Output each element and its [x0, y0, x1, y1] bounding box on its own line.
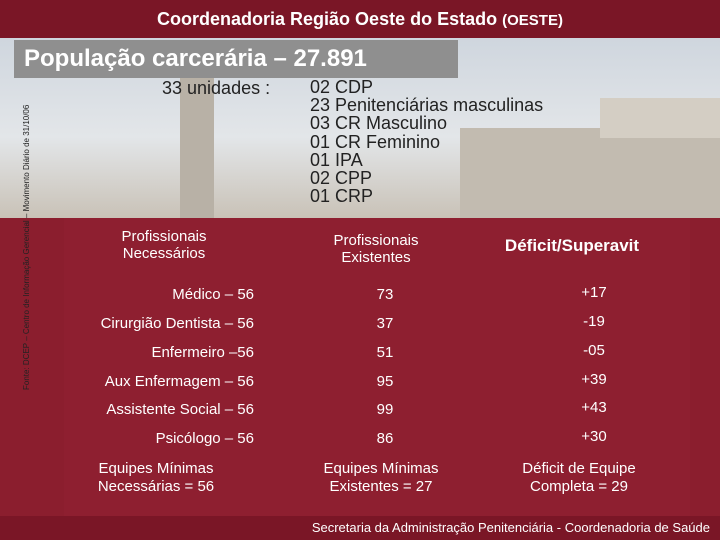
- needed-cell: Assistente Social – 56: [106, 401, 254, 418]
- bottom-bar: Secretaria da Administração Penitenciári…: [0, 516, 720, 540]
- table-row: Aux Enfermagem – 56 95 +39: [64, 367, 690, 395]
- unit-item: 03 CR Masculino: [310, 113, 448, 134]
- footer-existing: Equipes Mínimas Existentes = 27: [323, 460, 439, 495]
- unit-item: 01 IPA: [310, 149, 363, 170]
- existing-cell: 99: [376, 401, 394, 418]
- unit-item: 23 Penitenciárias masculinas: [310, 95, 544, 116]
- unit-item: 01 CR Feminino: [310, 131, 441, 152]
- units-label: 33 unidades :: [162, 78, 271, 98]
- diff-cell: -05: [583, 342, 605, 359]
- header-title: Coordenadoria Região Oeste do Estado: [157, 9, 498, 29]
- existing-cell: 95: [376, 373, 394, 390]
- needed-cell: Aux Enfermagem – 56: [104, 373, 254, 390]
- footer-deficit: Déficit de Equipe Completa = 29: [522, 460, 636, 495]
- header-needed: Profissionais Necessários: [121, 228, 207, 262]
- header-deficit: Déficit/Superavit: [504, 236, 640, 255]
- existing-cell: 73: [376, 286, 394, 303]
- diff-cell: +30: [581, 428, 607, 445]
- needed-cell: Cirurgião Dentista – 56: [100, 315, 254, 332]
- table-row: Enfermeiro –56 51 -05: [64, 338, 690, 366]
- diff-cell: -19: [583, 313, 605, 330]
- unit-item: 02 CDP: [310, 77, 374, 97]
- unit-item: 01 CRP: [310, 186, 374, 207]
- diff-cell: +43: [581, 399, 607, 416]
- needed-cell: Psicólogo – 56: [155, 430, 254, 447]
- bottom-text: Secretaria da Administração Penitenciári…: [311, 520, 710, 535]
- units-list: 02 CDP 23 Penitenciárias masculinas 03 C…: [310, 77, 544, 207]
- header-bar: Coordenadoria Região Oeste do Estado (OE…: [0, 0, 720, 38]
- table-row: Assistente Social – 56 99 +43: [64, 395, 690, 423]
- existing-cell: 37: [376, 315, 394, 332]
- population-title: População carcerária – 27.891: [14, 40, 458, 78]
- needed-cell: Médico – 56: [172, 286, 254, 303]
- diff-cell: +39: [581, 371, 607, 388]
- table-row: Psicólogo – 56 86 +30: [64, 424, 690, 452]
- existing-cell: 51: [376, 344, 394, 361]
- existing-cell: 86: [376, 430, 394, 447]
- diff-cell: +17: [581, 284, 607, 301]
- needed-cell: Enfermeiro –56: [151, 344, 254, 361]
- unit-item: 02 CPP: [310, 168, 373, 189]
- source-note: Fonte: DCEP – Centro de Informação Geren…: [22, 104, 31, 390]
- table-row: Médico – 56 73 +17: [64, 280, 690, 308]
- table-row: Cirurgião Dentista – 56 37 -19: [64, 309, 690, 337]
- staff-table: [64, 218, 690, 518]
- header-tag: (OESTE): [502, 12, 563, 29]
- header-existing: Profissionais Existentes: [333, 232, 419, 266]
- footer-needed: Equipes Mínimas Necessárias = 56: [97, 460, 215, 495]
